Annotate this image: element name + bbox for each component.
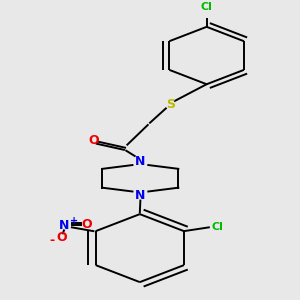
Text: O: O: [81, 218, 92, 231]
Text: Cl: Cl: [211, 222, 223, 233]
Text: O: O: [56, 231, 67, 244]
Text: +: +: [70, 216, 78, 226]
Text: Cl: Cl: [201, 2, 213, 12]
Text: N: N: [135, 155, 146, 168]
Text: -: -: [49, 235, 54, 248]
Text: N: N: [135, 189, 146, 202]
Text: N: N: [59, 219, 69, 232]
Text: S: S: [166, 98, 175, 111]
Text: O: O: [88, 134, 99, 147]
